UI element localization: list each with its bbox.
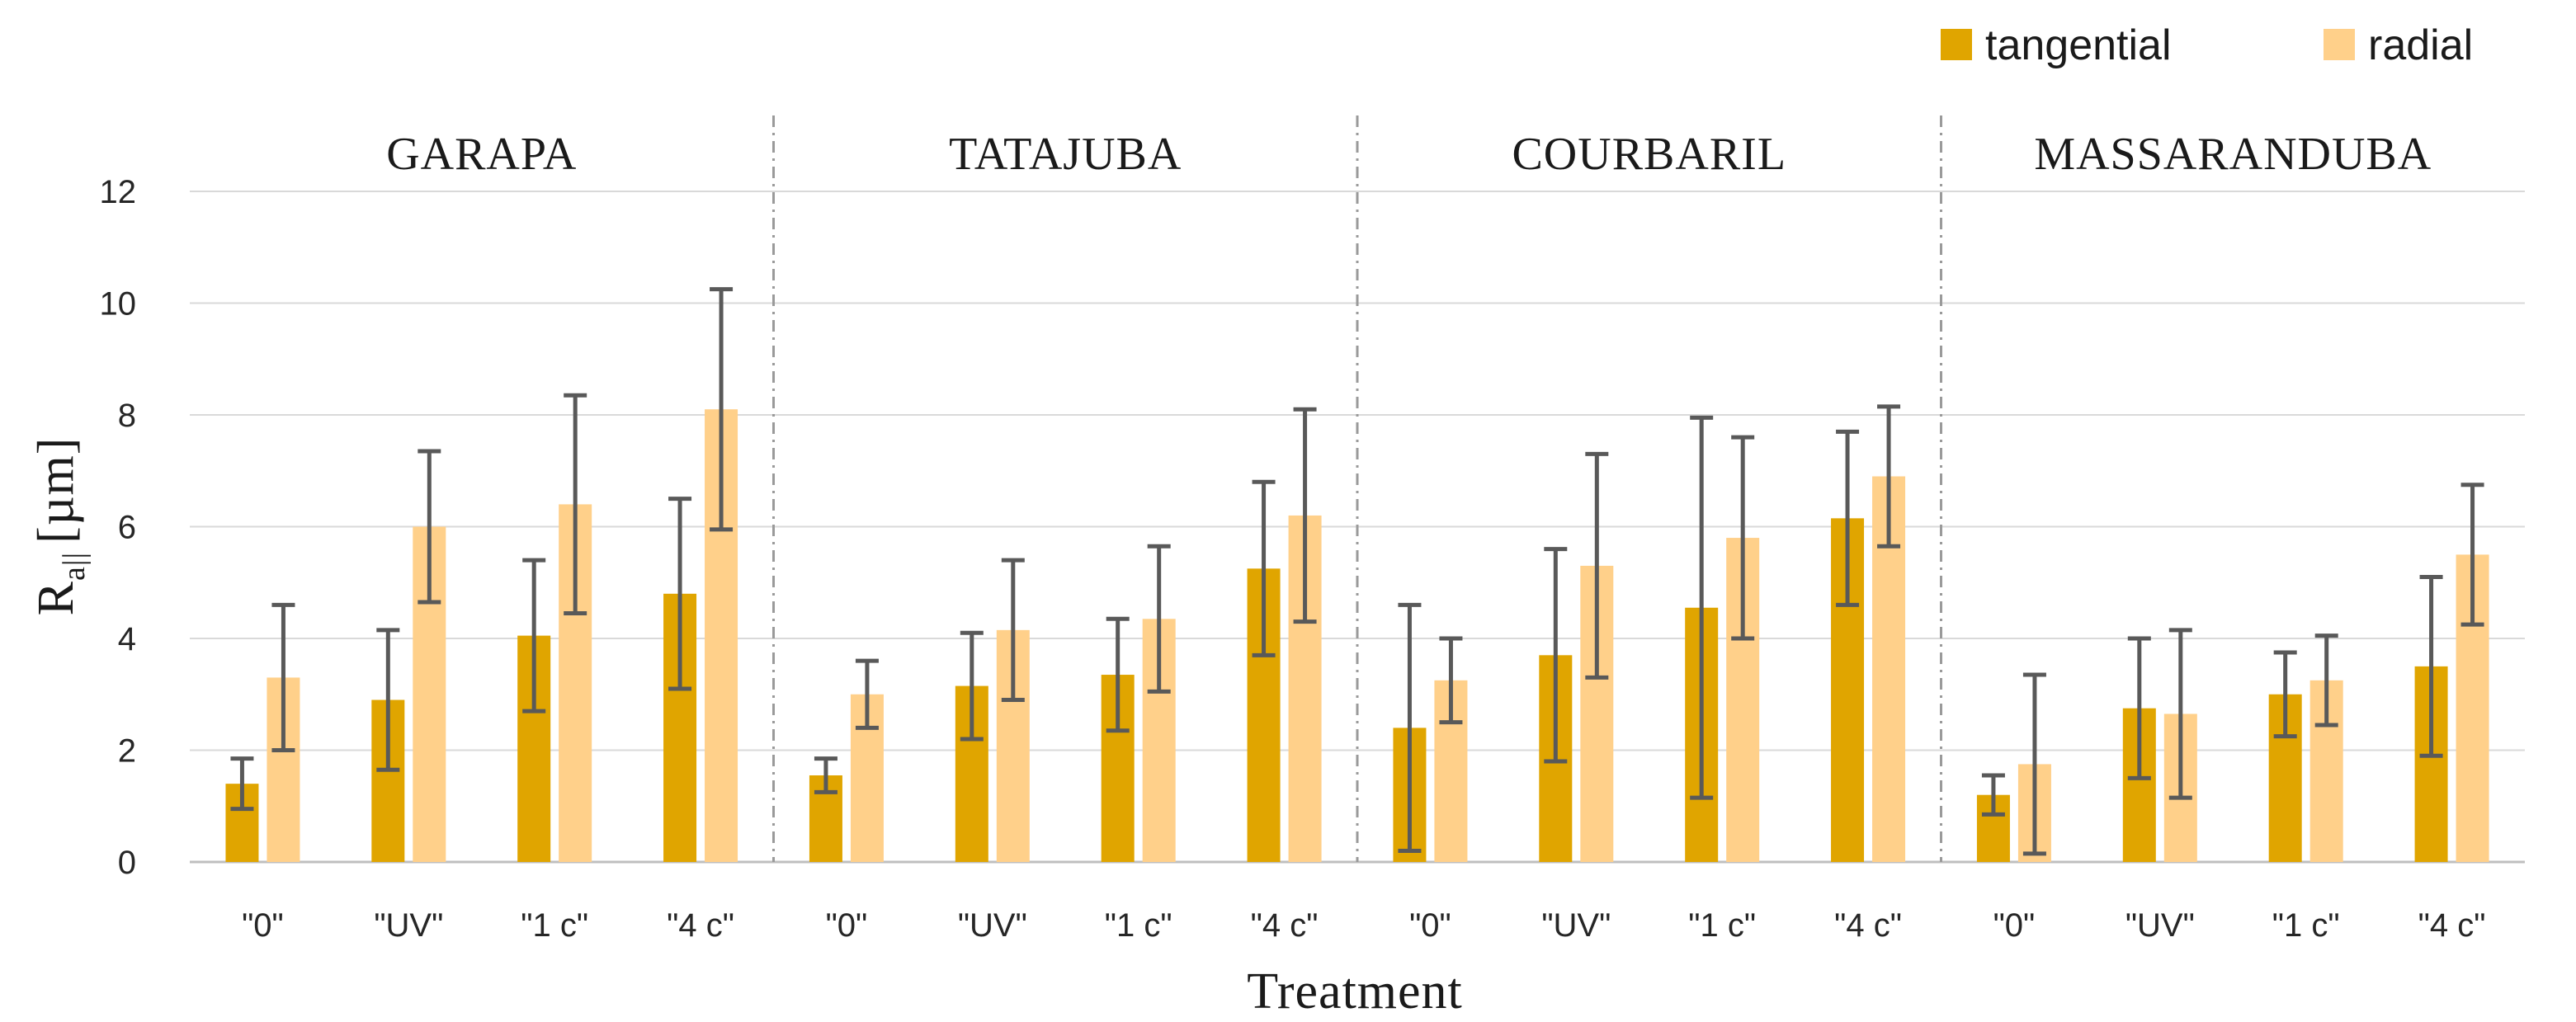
x-tick-label: "4 c" bbox=[2418, 907, 2486, 944]
y-tick-label: 6 bbox=[118, 510, 136, 546]
x-tick-label: "4 c" bbox=[1834, 907, 1902, 944]
error-bar bbox=[1690, 415, 1714, 800]
legend: tangential radial bbox=[1941, 21, 2473, 69]
x-tick-label: "0" bbox=[1409, 907, 1451, 944]
x-axis-title: Treatment bbox=[1247, 963, 1463, 1020]
error-bars bbox=[230, 287, 2484, 856]
x-tick-label: "UV" bbox=[1541, 907, 1611, 944]
error-bar bbox=[668, 497, 692, 691]
error-bar bbox=[2273, 650, 2297, 739]
x-tick-label: "4 c" bbox=[1251, 907, 1319, 944]
x-tick-label: "0" bbox=[1993, 907, 2036, 944]
y-axis-ticks: 0 2 4 6 8 10 12 bbox=[100, 174, 137, 881]
error-bar bbox=[2022, 672, 2046, 856]
error-bar bbox=[1544, 547, 1568, 764]
y-tick-label: 12 bbox=[100, 174, 137, 210]
legend-swatch-tangential bbox=[1941, 29, 1972, 60]
y-tick-label: 10 bbox=[100, 286, 137, 323]
error-bar bbox=[522, 558, 546, 714]
x-tick-label: "4 c" bbox=[667, 907, 734, 944]
error-bar bbox=[376, 628, 400, 772]
x-tick-label: "1 c" bbox=[1688, 907, 1756, 944]
error-bar bbox=[1439, 636, 1463, 725]
error-bar bbox=[230, 756, 254, 812]
legend-label-radial: radial bbox=[2368, 21, 2473, 69]
error-bar bbox=[1731, 435, 1755, 641]
group-label: GARAPA bbox=[386, 129, 577, 180]
error-bar bbox=[960, 630, 984, 742]
y-axis-title: Ra|| [µm] bbox=[28, 437, 92, 616]
error-bar bbox=[814, 756, 837, 794]
y-tick-label: 0 bbox=[118, 845, 136, 881]
error-bar bbox=[418, 449, 441, 605]
error-bar bbox=[710, 287, 734, 532]
error-bar bbox=[271, 602, 295, 752]
group-dividers bbox=[772, 115, 1942, 862]
error-bar bbox=[1252, 479, 1276, 657]
error-bar bbox=[1106, 616, 1130, 733]
x-tick-label: "1 c" bbox=[521, 907, 588, 944]
error-bar bbox=[2127, 636, 2151, 780]
error-bar bbox=[564, 393, 587, 616]
error-bar bbox=[1147, 544, 1171, 694]
error-bar bbox=[1398, 602, 1422, 853]
group-labels: GARAPA TATAJUBA COURBARIL MASSARANDUBA bbox=[386, 129, 2432, 180]
y-axis-title-unit: [µm] bbox=[28, 437, 84, 544]
x-tick-label: "UV" bbox=[2125, 907, 2195, 944]
legend-swatch-radial bbox=[2324, 29, 2355, 60]
error-bar bbox=[1981, 773, 2005, 817]
x-axis-ticks: "0" "UV" "1 c" "4 c" "0" "UV" "1 c" "4 c" "0" "UV… bbox=[242, 907, 2485, 944]
legend-label-tangential: tangential bbox=[1985, 21, 2172, 69]
error-bar bbox=[2419, 574, 2443, 758]
error-bar bbox=[1585, 451, 1609, 680]
x-tick-label: "0" bbox=[826, 907, 868, 944]
error-bar bbox=[855, 658, 879, 730]
error-bar bbox=[1293, 407, 1317, 624]
x-tick-label: "0" bbox=[242, 907, 284, 944]
y-tick-label: 8 bbox=[118, 398, 136, 434]
error-bar bbox=[1001, 558, 1025, 703]
error-bar bbox=[2168, 628, 2192, 800]
x-tick-label: "UV" bbox=[374, 907, 443, 944]
y-tick-label: 2 bbox=[118, 733, 136, 770]
y-axis-title-main: R bbox=[28, 581, 84, 615]
group-label: MASSARANDUBA bbox=[2034, 129, 2432, 180]
error-bar bbox=[1877, 404, 1901, 549]
group-label: COURBARIL bbox=[1512, 129, 1786, 180]
error-bar bbox=[1836, 429, 1860, 607]
x-tick-label: "UV" bbox=[958, 907, 1027, 944]
x-tick-label: "1 c" bbox=[2272, 907, 2340, 944]
group-label: TATAJUBA bbox=[949, 129, 1182, 180]
y-tick-label: 4 bbox=[118, 621, 136, 657]
svg-text:Ra||[µm]: Ra|| [µm] bbox=[28, 437, 92, 616]
x-tick-label: "1 c" bbox=[1105, 907, 1172, 944]
y-axis-title-subscript: a|| bbox=[57, 552, 92, 581]
error-bar bbox=[2460, 483, 2484, 627]
error-bar bbox=[2314, 633, 2338, 728]
